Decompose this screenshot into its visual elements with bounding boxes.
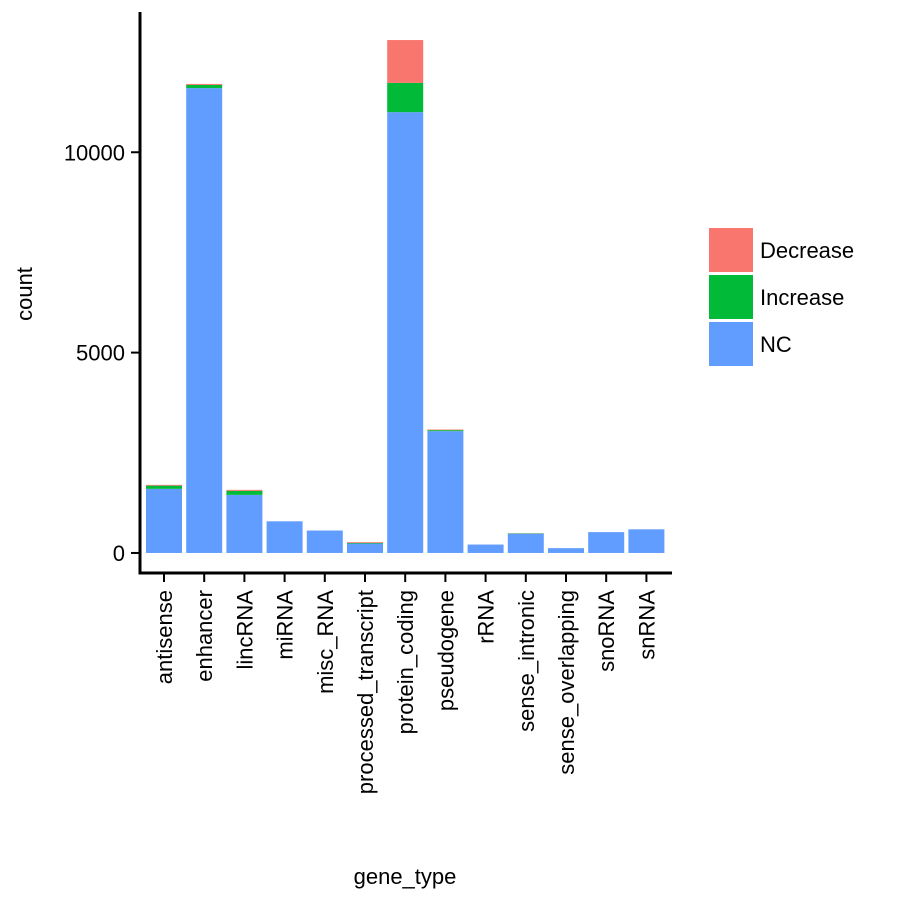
bar-pseudogene-increase: [427, 430, 464, 432]
x-tick-label-rrna: rRNA: [474, 590, 499, 644]
legend-label-nc: NC: [760, 332, 792, 357]
bar-protein-coding-decrease: [387, 40, 424, 83]
x-tick-label-snrna: snRNA: [634, 590, 659, 660]
x-tick-label-enhancer: enhancer: [192, 590, 217, 682]
x-tick-label-processed-transcript: processed_transcript: [353, 590, 378, 794]
bar-processed-transcript-increase: [347, 542, 383, 544]
x-tick-label-snorna: snoRNA: [594, 590, 619, 672]
bar-antisense-nc: [146, 488, 182, 553]
bar-protein-coding-increase: [387, 82, 424, 113]
x-tick-label-misc-rna: misc_RNA: [313, 590, 338, 694]
x-tick-label-protein-coding: protein_coding: [393, 590, 418, 734]
x-tick-label-sense-intronic: sense_intronic: [514, 590, 539, 732]
x-axis-title: gene_type: [354, 864, 457, 889]
x-axis-ticks: antisense enhancer lincRNA miRNA misc_RNA pro…: [152, 573, 659, 794]
x-tick-label-sense-overlapping: sense_overlapping: [554, 590, 579, 775]
bar-lincrna-increase: [226, 490, 263, 495]
legend-label-increase: Increase: [760, 285, 844, 310]
y-tick-label: 10000: [64, 140, 125, 165]
bar-enhancer-nc: [186, 88, 223, 553]
bar-snrna-nc: [628, 529, 665, 553]
bar-antisense-increase: [146, 485, 182, 489]
y-axis-title: count: [12, 267, 37, 321]
y-tick-label: 0: [113, 541, 125, 566]
legend-key-increase: [709, 275, 753, 319]
bar-snorna-nc: [588, 532, 625, 553]
bar-antisense-decrease: [146, 484, 182, 486]
x-tick-label-antisense: antisense: [152, 590, 177, 684]
y-axis-ticks: 0 5000 10000: [64, 140, 140, 566]
bar-lincrna-decrease: [226, 489, 263, 491]
legend-key-nc: [709, 322, 753, 366]
bar-pseudogene-decrease: [427, 429, 464, 431]
legend-key-decrease: [709, 228, 753, 272]
y-tick-label: 5000: [76, 341, 125, 366]
bar-enhancer-decrease: [186, 83, 223, 85]
bar-pseudogene-nc: [427, 431, 464, 553]
bar-processed-transcript-decrease: [347, 542, 383, 543]
bar-processed-transcript-nc: [347, 543, 383, 553]
bar-protein-coding-nc: [387, 112, 424, 553]
bar-sense-overlapping-nc: [548, 548, 584, 553]
x-tick-label-pseudogene: pseudogene: [433, 590, 458, 711]
bar-sense-intronic-nc: [507, 533, 544, 553]
x-tick-label-lincrna: lincRNA: [232, 590, 257, 670]
legend-label-decrease: Decrease: [760, 238, 854, 263]
x-tick-label-mirna: miRNA: [273, 590, 298, 660]
legend: Decrease Increase NC: [709, 228, 854, 366]
bar-enhancer-increase: [186, 84, 223, 89]
bar-rrna-nc: [467, 544, 504, 553]
bar-misc-rna-nc: [306, 530, 343, 553]
bar-mirna-nc: [266, 521, 303, 553]
bars-group: [146, 40, 665, 553]
bar-lincrna-nc: [226, 494, 263, 553]
